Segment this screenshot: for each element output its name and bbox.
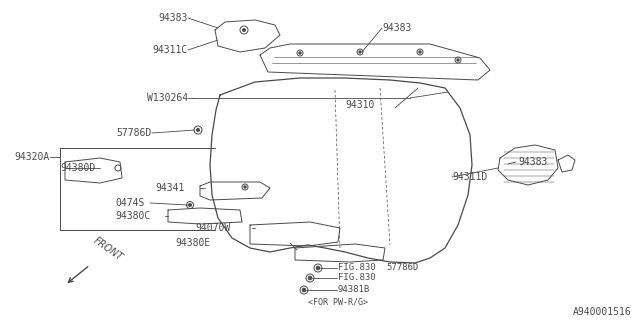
- Text: FIG.830: FIG.830: [338, 263, 376, 273]
- Text: 57786D: 57786D: [386, 263, 419, 273]
- Circle shape: [359, 51, 361, 53]
- Circle shape: [316, 266, 320, 270]
- Text: 94380C: 94380C: [115, 211, 150, 221]
- Text: 0474S: 0474S: [115, 198, 145, 208]
- Text: 94341: 94341: [155, 183, 184, 193]
- Text: 94310: 94310: [345, 100, 374, 110]
- Circle shape: [299, 52, 301, 54]
- Text: 94380D: 94380D: [60, 163, 95, 173]
- Text: 94380E: 94380E: [175, 238, 211, 248]
- Text: 94383: 94383: [518, 157, 547, 167]
- Text: 94070W: 94070W: [195, 223, 230, 233]
- Text: FIG.830: FIG.830: [338, 274, 376, 283]
- Text: 94383: 94383: [159, 13, 188, 23]
- Text: W130264: W130264: [147, 93, 188, 103]
- Circle shape: [189, 204, 191, 206]
- Text: <FOR PW-R/G>: <FOR PW-R/G>: [308, 298, 368, 307]
- Circle shape: [419, 51, 421, 53]
- Text: A940001516: A940001516: [573, 307, 632, 317]
- Circle shape: [196, 129, 200, 132]
- Text: 94383: 94383: [382, 23, 412, 33]
- Text: 94320A: 94320A: [14, 152, 49, 162]
- Text: FRONT: FRONT: [92, 236, 125, 263]
- Circle shape: [302, 288, 306, 292]
- Text: 94381B: 94381B: [338, 285, 371, 294]
- Circle shape: [308, 276, 312, 280]
- Circle shape: [244, 186, 246, 188]
- Circle shape: [457, 59, 460, 61]
- Text: 57786D: 57786D: [116, 128, 152, 138]
- Circle shape: [243, 28, 246, 31]
- Text: 94311C: 94311C: [153, 45, 188, 55]
- Text: 94311D: 94311D: [452, 172, 487, 182]
